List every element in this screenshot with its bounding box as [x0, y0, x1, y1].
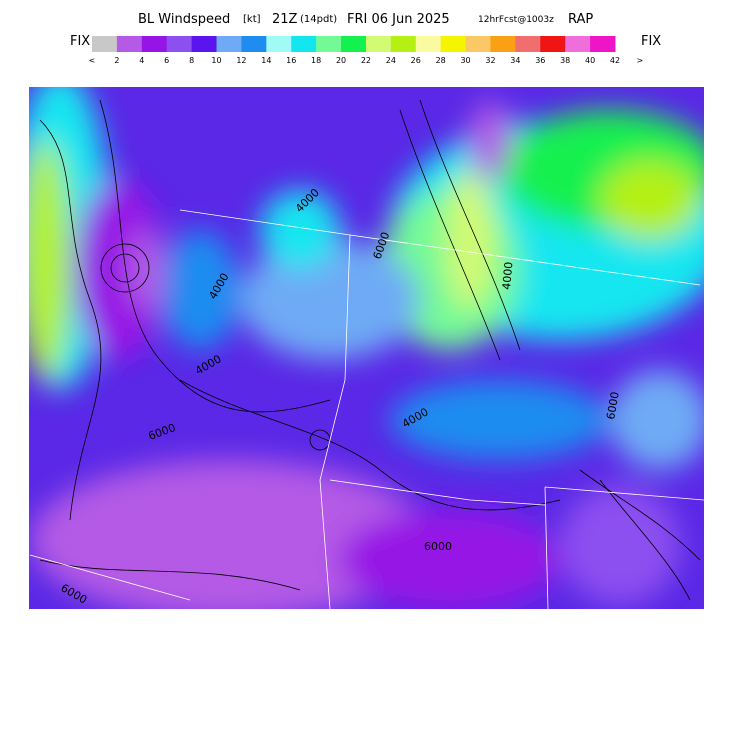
legend-label: 42: [610, 56, 620, 65]
legend-swatch: [191, 36, 218, 52]
legend-label: 38: [560, 56, 570, 65]
legend-swatch: [341, 36, 367, 52]
legend-swatch: [590, 36, 616, 52]
legend-swatch: [490, 36, 516, 52]
legend-label: 8: [189, 56, 194, 65]
legend-swatch: [141, 36, 168, 52]
contour-label: 6000: [604, 391, 622, 421]
title-model: RAP: [568, 12, 593, 27]
legend-swatch: [116, 36, 143, 52]
legend-swatch: [390, 36, 417, 52]
legend-label: <: [89, 56, 96, 65]
legend-swatch: [166, 36, 193, 52]
title: BL Windspeed [kt] 21Z (14pdt) FRI 06 Jun…: [138, 12, 593, 27]
legend-label: 36: [535, 56, 545, 65]
wind-field: [29, 87, 704, 609]
title-hour: 21Z: [272, 12, 298, 27]
legend-label: 6: [164, 56, 169, 65]
legend-label: 32: [485, 56, 495, 65]
legend-swatch: [216, 36, 242, 52]
legend-swatch: [565, 36, 591, 52]
legend-swatch: [241, 36, 267, 52]
contour-label: 6000: [424, 540, 452, 553]
legend-label: 34: [510, 56, 520, 65]
legend-label: 30: [460, 56, 470, 65]
fix-label: FIX: [70, 34, 90, 49]
legend-swatch: [515, 36, 541, 52]
legend-label: 22: [361, 56, 371, 65]
title-field: BL Windspeed: [138, 12, 230, 27]
legend-label: 16: [286, 56, 296, 65]
legend-label: 18: [311, 56, 321, 65]
legend-label: 10: [211, 56, 221, 65]
legend-label: 12: [236, 56, 246, 65]
legend-swatch: [440, 36, 467, 52]
legend-label: >: [637, 56, 644, 65]
title-forecast: 12hrFcst@1003z: [478, 15, 554, 25]
contour-label: 4000: [500, 261, 515, 290]
legend-swatch: [291, 36, 317, 52]
legend-label: 20: [336, 56, 346, 65]
state-borders: [29, 209, 704, 609]
legend-label: 26: [411, 56, 421, 65]
title-units: [kt]: [243, 14, 261, 25]
title-local: (14pdt): [300, 14, 337, 25]
legend-swatch: [365, 36, 392, 52]
legend-label: 28: [436, 56, 446, 65]
legend-label: 24: [386, 56, 396, 65]
legend-label: 4: [139, 56, 144, 65]
legend-label: 40: [585, 56, 595, 65]
legend-swatch: [540, 36, 566, 52]
legend-swatch: [465, 36, 491, 52]
legend-swatch: [415, 36, 442, 52]
color-legend: FIX FIX <2 4 6 8 10 12 14 16 18 20 22 24 26 28 30 32 34 3…: [70, 34, 661, 65]
fix-label: FIX: [641, 34, 661, 49]
legend-swatch: [92, 36, 118, 52]
legend-label: 14: [261, 56, 271, 65]
title-date: FRI 06 Jun 2025: [347, 12, 450, 27]
legend-swatch: [316, 36, 342, 52]
legend-label: 2: [114, 56, 119, 65]
contours: [39, 99, 701, 601]
legend-swatch: [266, 36, 292, 52]
